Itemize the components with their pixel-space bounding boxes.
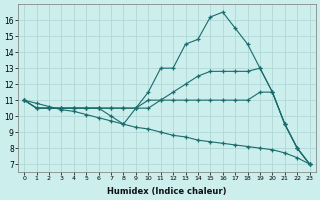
X-axis label: Humidex (Indice chaleur): Humidex (Indice chaleur)	[107, 187, 227, 196]
